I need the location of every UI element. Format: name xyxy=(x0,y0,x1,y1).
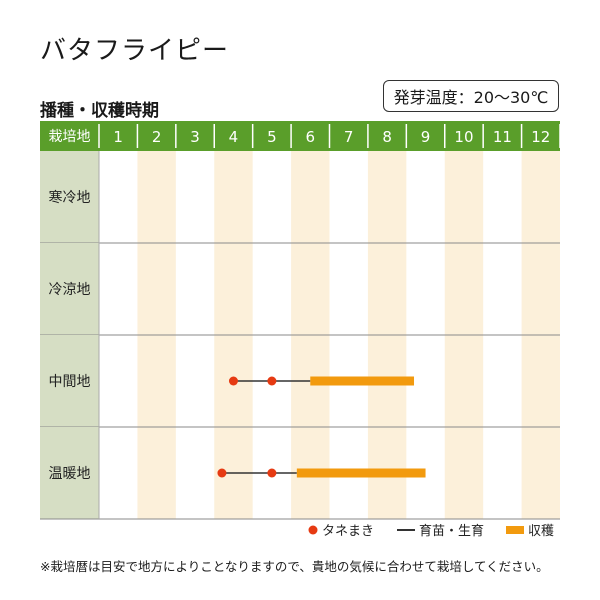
region-label-cell xyxy=(40,427,99,519)
orange-bar-icon xyxy=(506,526,524,534)
month-label: 2 xyxy=(152,128,162,146)
legend-label-harvest: 収穫 xyxy=(528,524,554,539)
month-label: 7 xyxy=(344,128,354,146)
legend-label-growing: 育苗・生育 xyxy=(419,523,484,539)
month-label: 10 xyxy=(454,128,473,146)
harvest-bar xyxy=(310,376,415,386)
sowing-dot xyxy=(217,468,227,478)
month-label: 12 xyxy=(531,128,550,146)
month-label: 9 xyxy=(421,128,431,146)
legend-label-sowing: タネまき xyxy=(322,524,374,539)
month-label: 8 xyxy=(382,128,392,146)
region-label: 温暖地 xyxy=(49,466,91,482)
header-label: 栽培地 xyxy=(49,129,91,145)
region-label-cell xyxy=(40,243,99,335)
region-label: 寒冷地 xyxy=(49,189,91,206)
month-label: 6 xyxy=(306,128,316,146)
sowing-dot xyxy=(267,468,277,478)
region-label: 中間地 xyxy=(49,374,91,390)
section-title: 播種・収穫時期 xyxy=(40,101,159,121)
region-label-cell xyxy=(40,335,99,427)
region-label-cell xyxy=(40,151,99,243)
region-label: 冷涼地 xyxy=(49,282,91,298)
month-label: 11 xyxy=(493,128,512,146)
footnote: ※栽培暦は目安で地方によりことなりますので、貴地の気候に合わせて栽培してください… xyxy=(40,559,549,574)
sowing-dot xyxy=(228,376,238,386)
germination-temp-badge: 発芽温度：20〜30℃ xyxy=(383,80,559,112)
sowing-dot xyxy=(267,376,277,386)
month-label: 3 xyxy=(190,128,200,146)
page-title: バタフライピー xyxy=(40,36,230,66)
header-row xyxy=(40,121,560,151)
month-label: 5 xyxy=(267,128,277,146)
month-label: 4 xyxy=(229,128,239,146)
month-label: 1 xyxy=(113,128,123,146)
red-dot-icon xyxy=(308,525,318,535)
harvest-bar xyxy=(296,468,426,478)
